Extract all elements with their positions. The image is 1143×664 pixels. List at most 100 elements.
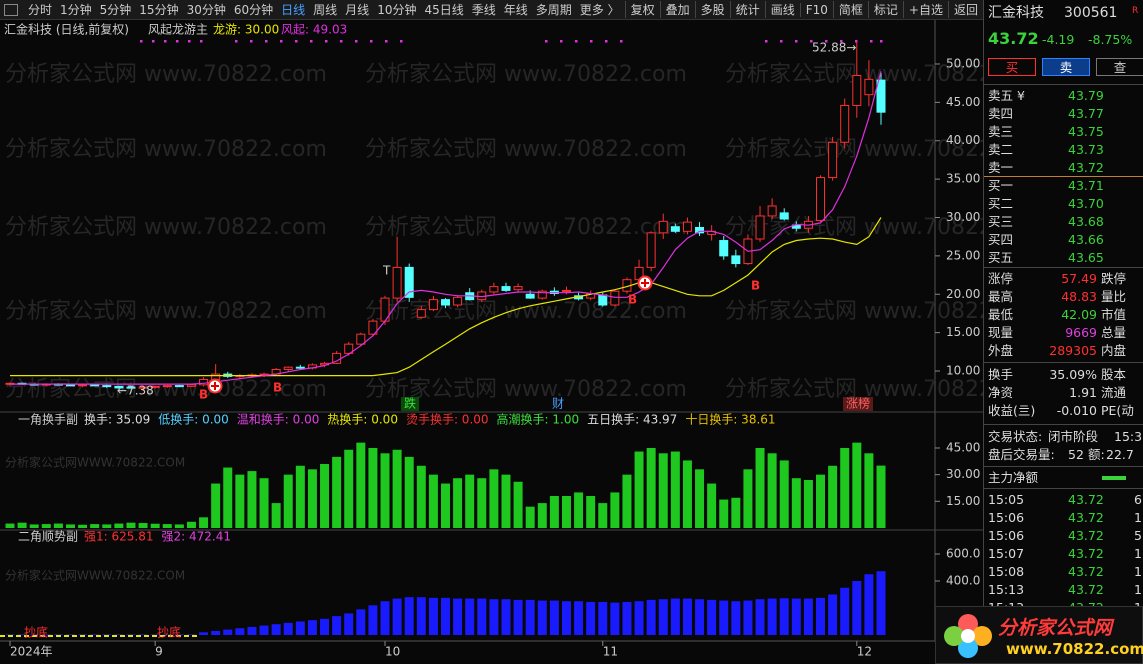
tool-button[interactable]: 返回 [947,1,983,18]
y-tick-label: 25.00 [946,248,980,262]
main-force-bar [1102,476,1126,480]
stat-label: 市值 [1101,307,1127,322]
menu-icon[interactable] [4,3,18,16]
trade-button[interactable]: 卖 [1042,58,1090,76]
turnover-bar [247,471,257,528]
annotation: 财 [552,397,564,411]
period-tab[interactable]: 年线 [503,3,528,17]
tool-button[interactable]: 简框 [832,1,868,18]
signal-dot [560,40,563,43]
watermark: 分析家公式网WWW.70822.COM [5,568,185,583]
candle-body [368,320,378,335]
period-tab[interactable]: 月线 [345,3,370,17]
tick-volume: 1 [1134,564,1142,579]
period-tab[interactable]: 分时 [28,3,53,17]
tool-button[interactable]: 标记 [867,1,903,18]
book-label: 买五 [988,250,1014,265]
tool-button[interactable]: +自选 [902,1,948,18]
period-tab[interactable]: 15分钟 [139,3,179,17]
period-tab[interactable]: 更多 〉 [579,3,620,17]
tick-time: 15:05 [988,492,1025,507]
turnover-bar [41,524,51,528]
stat-label: 换手 [988,367,1014,382]
period-tab[interactable]: 60分钟 [233,3,274,17]
strength-bar [707,599,717,635]
annotation: T [382,264,391,278]
period-tab[interactable]: 季线 [471,3,496,17]
tool-button[interactable]: 复权 [624,1,660,18]
period-tab[interactable]: 1分钟 [60,3,92,17]
candle-body [852,74,862,106]
strength-bar [90,634,100,635]
period-tab[interactable]: 45日线 [424,3,464,17]
turnover-bar [368,447,378,528]
watermark: 分析家公式网 www.70822.com [365,215,687,240]
period-tab[interactable]: 10分钟 [377,3,417,17]
period-tab[interactable]: 30分钟 [186,3,226,17]
candle-body [186,384,196,387]
status-item: 闭市阶段 [1048,429,1099,444]
strength-bar [174,634,184,635]
stock-code: 300561 [1064,5,1118,21]
strength-bar [610,602,620,635]
tool-button[interactable]: 画线 [764,1,800,18]
signal-dot [250,40,253,43]
candle-body [695,226,705,234]
separator [984,267,1143,268]
separator [984,488,1143,489]
tick-price: 43.72 [1068,510,1104,525]
strength-bar [864,574,874,635]
indicator-line [10,217,882,377]
stat-value: 9669 [1065,325,1097,340]
turnover-bar [223,467,233,528]
period-tab[interactable]: 多周期 [535,3,572,17]
book-label: 买三 [988,214,1014,229]
stat-value: 57.49 [1061,271,1097,286]
candle-body [755,215,765,240]
trade-button[interactable]: 查 [1096,58,1143,76]
trade-button[interactable]: 买 [988,58,1036,76]
signal-dot [545,40,548,43]
period-tab[interactable]: 日线 [281,3,306,17]
strength-bar [5,634,15,635]
stat-value: 289305 [1049,343,1097,358]
signal-dot [870,40,873,43]
period-tab[interactable]: 5分钟 [99,3,132,17]
separator [984,466,1143,467]
candle-body [78,384,88,387]
separator [984,362,1143,363]
strength-bar [392,598,402,635]
turnover-bar [610,492,620,528]
stat-label: 收益(亖) [988,403,1036,418]
signal-dot [325,40,328,43]
annotation: 跌 [404,396,416,411]
candle-body [682,221,692,232]
stat-label: 跌停 [1101,271,1127,286]
candle-body [138,386,148,389]
turnover-bar [501,474,511,528]
legend-entry: 换手: 35.09 [84,413,150,427]
tool-button[interactable]: 统计 [729,1,765,18]
candle-body [428,299,438,311]
period-tab[interactable]: 周线 [313,3,338,17]
candle-body [441,299,450,306]
strength-bar [441,597,450,635]
strength-bar [477,598,487,635]
strength-bar [307,620,317,635]
tool-button[interactable]: 多股 [694,1,730,18]
candle-body [864,78,874,96]
turnover-bar [682,460,692,528]
turnover-bar [53,523,63,528]
stat-label: PE(动 [1101,403,1134,418]
tick-volume: 1 [1134,510,1142,525]
signal-dot [370,40,373,43]
buy-signal-plus [211,382,219,390]
annotation: ←7.38 [117,384,154,398]
strength-bar [586,601,596,635]
stat-label: 净资 [988,385,1014,400]
turnover-bar [162,524,172,528]
tool-button[interactable]: 叠加 [659,1,695,18]
strength-bar [816,597,826,635]
watermark: 分析家公式网 www.70822.com [5,62,327,87]
tool-button[interactable]: F10 [799,2,833,17]
